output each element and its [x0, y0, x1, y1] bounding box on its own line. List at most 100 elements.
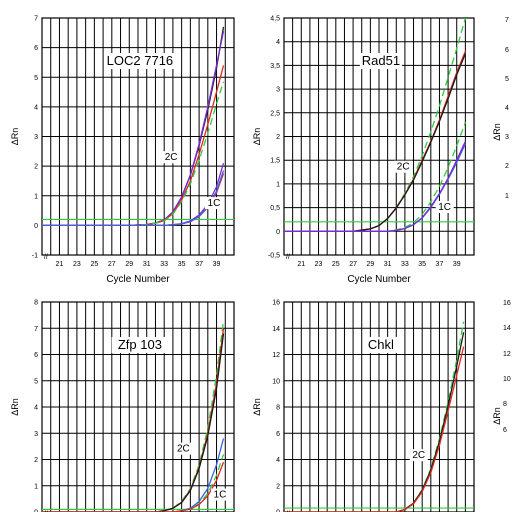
series-line-5 — [42, 163, 225, 227]
y-tick-label: 10 — [272, 378, 280, 385]
cropped-y-tick-label: 8 — [503, 401, 507, 408]
cropped-y-tick-label: 14 — [503, 325, 511, 332]
plot-frame — [283, 17, 475, 256]
title-backdrop — [104, 53, 176, 69]
series-line-6 — [42, 461, 225, 512]
cropped-y-tick-label: 12 — [503, 351, 511, 358]
axis-break-mark: // — [44, 254, 48, 261]
y-tick-label: 0 — [276, 510, 280, 512]
x-tick-label: 39 — [453, 261, 461, 268]
annotation-backdrop — [435, 200, 454, 213]
y-tick-label: 3,5 — [270, 63, 280, 70]
y-tick-label: 0,5 — [270, 205, 280, 212]
chart-title: LOC2 7716 — [107, 53, 174, 68]
y-tick-label: 2 — [276, 483, 280, 490]
annotation-label: 1C — [438, 202, 451, 213]
y-tick-label: 4,5 — [270, 16, 280, 23]
y-tick-label: 1 — [276, 181, 280, 188]
annotation-backdrop — [211, 488, 230, 501]
axis-break-mark: // — [286, 254, 290, 261]
y-tick-label: 12 — [272, 352, 280, 359]
y-tick-label: 3 — [34, 431, 38, 438]
cropped-y-tick-label: 10 — [503, 376, 511, 383]
y-tick-label: 2 — [276, 134, 280, 141]
x-tick-label: 37 — [195, 261, 203, 268]
annotation-backdrop — [174, 442, 193, 455]
chart-rad51: -0,5 0 0,5 1 1,5 2 2,5 3 3,5 4 4,5 21 23 25 27 29 31 33 35… — [252, 16, 475, 285]
x-axis-label: Cycle Number — [106, 274, 170, 285]
title-backdrop — [359, 53, 402, 69]
annotation-backdrop — [394, 160, 413, 173]
cropped-y-tick-label: 1 — [505, 193, 509, 200]
chart-title: Chkl — [368, 337, 394, 352]
cropped-y-tick-label: 7 — [505, 17, 509, 24]
annotation-backdrop — [204, 197, 223, 210]
y-tick-label: 16 — [272, 300, 280, 307]
x-tick-label: 29 — [366, 261, 374, 268]
series-line-3 — [284, 346, 465, 512]
series-line-7 — [42, 170, 225, 227]
cropped-y-tick-label: 2 — [505, 163, 509, 170]
y-tick-label: 8 — [34, 300, 38, 307]
series-line-2 — [42, 328, 225, 512]
x-tick-label: 25 — [332, 261, 340, 268]
y-tick-label: 14 — [272, 326, 280, 333]
annotation-backdrop — [162, 151, 181, 164]
series-line-3 — [42, 333, 225, 512]
x-tick-label: 23 — [73, 261, 81, 268]
series-line-1 — [42, 320, 225, 512]
cropped-y-tick-label: 3 — [505, 134, 509, 141]
y-tick-label: 0 — [276, 229, 280, 236]
plot-frame — [41, 301, 235, 512]
y-tick-label: 7 — [34, 326, 38, 333]
cropped-y-axis-label: ΔRn — [492, 407, 502, 425]
x-tick-label: 35 — [178, 261, 186, 268]
x-tick-label: 33 — [160, 261, 168, 268]
annotation-label: 1C — [214, 490, 227, 501]
chart-title: Rad51 — [362, 53, 400, 68]
y-tick-label: 4 — [276, 457, 280, 464]
y-tick-label: 8 — [276, 405, 280, 412]
x-tick-label: 27 — [108, 261, 116, 268]
plot-frame — [41, 17, 235, 256]
y-tick-label: 6 — [34, 45, 38, 52]
series-line-2 — [284, 332, 465, 512]
y-tick-label: 1,5 — [270, 158, 280, 165]
y-tick-label: 2,5 — [270, 110, 280, 117]
annotation-label: 1C — [208, 198, 221, 209]
annotation-label: 2C — [397, 162, 410, 173]
y-tick-label: -0,5 — [268, 253, 280, 260]
cropped-y-tick-label: 4 — [505, 105, 509, 112]
series-line-5 — [284, 143, 466, 232]
cropped-y-axis-label: ΔRn — [492, 123, 502, 141]
title-backdrop — [363, 337, 399, 353]
y-tick-label: 1 — [34, 193, 38, 200]
y-tick-label: 2 — [34, 457, 38, 464]
x-tick-label: 31 — [143, 261, 151, 268]
cropped-y-tick-label: 6 — [503, 427, 507, 434]
y-tick-label: 6 — [34, 352, 38, 359]
x-tick-label: 21 — [56, 261, 64, 268]
x-tick-label: 31 — [384, 261, 392, 268]
y-tick-label: 1 — [34, 483, 38, 490]
series-line-4 — [284, 122, 467, 232]
y-tick-label: 6 — [276, 431, 280, 438]
series-line-3 — [42, 65, 225, 227]
y-axis-label: ΔRn — [252, 128, 262, 146]
y-axis-label: ΔRn — [10, 128, 20, 146]
x-tick-label: 25 — [90, 261, 98, 268]
y-axis-label: ΔRn — [10, 398, 20, 416]
y-axis-label: ΔRn — [252, 398, 262, 416]
cropped-y-tick-label: 6 — [505, 47, 509, 54]
annotation-label: 2C — [165, 152, 178, 163]
x-tick-label: 29 — [125, 261, 133, 268]
x-axis-label: Cycle Number — [347, 274, 411, 285]
x-tick-label: 21 — [297, 261, 305, 268]
x-tick-label: 37 — [436, 261, 444, 268]
x-tick-label: 33 — [401, 261, 409, 268]
